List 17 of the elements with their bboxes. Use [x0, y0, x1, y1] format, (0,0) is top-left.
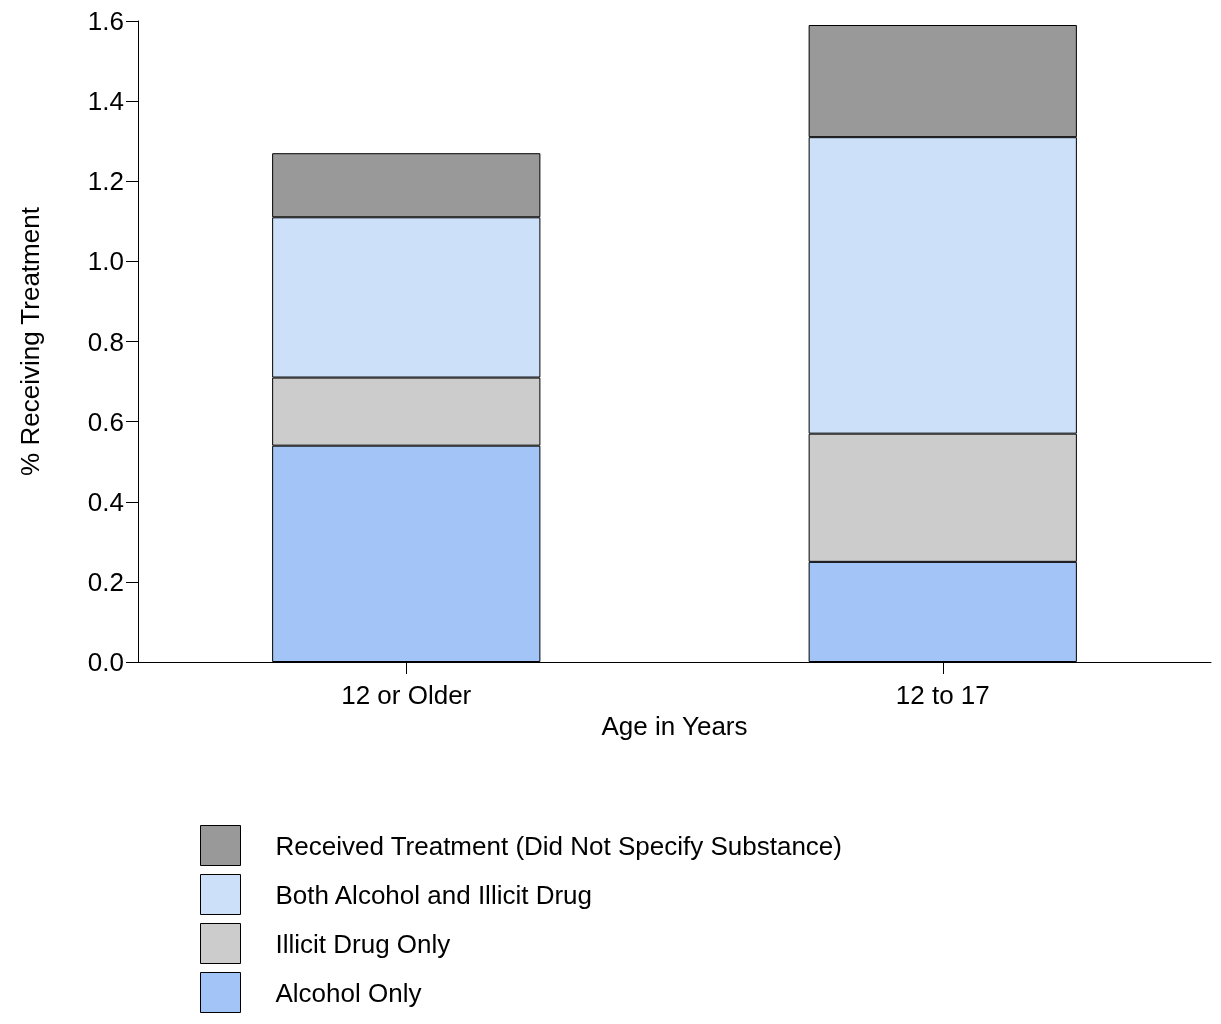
legend-label: Alcohol Only — [275, 977, 422, 1008]
legend-label: Both Alcohol and Illicit Drug — [275, 879, 593, 910]
y-axis-title: % Receiving Treatment — [15, 206, 45, 476]
y-tick-label: 0.8 — [87, 326, 124, 357]
y-tick-label: 1.0 — [87, 246, 124, 277]
legend-label: Illicit Drug Only — [275, 928, 451, 959]
y-tick-label: 0.4 — [87, 486, 124, 517]
x-axis-title: Age in Years — [601, 710, 748, 741]
y-tick-label: 0.6 — [87, 406, 124, 437]
x-tick-label: 12 or Older — [341, 680, 472, 710]
y-tick-label: 0.0 — [87, 647, 124, 677]
y-tick-label: 1.2 — [87, 166, 124, 197]
x-tick-label: 12 to 17 — [895, 680, 990, 710]
y-tick-label: 1.4 — [87, 86, 124, 117]
y-tick-label: 0.2 — [87, 566, 124, 597]
y-tick-label: 1.6 — [87, 6, 124, 36]
legend-label: Received Treatment (Did Not Specify Substance) — [275, 830, 842, 861]
